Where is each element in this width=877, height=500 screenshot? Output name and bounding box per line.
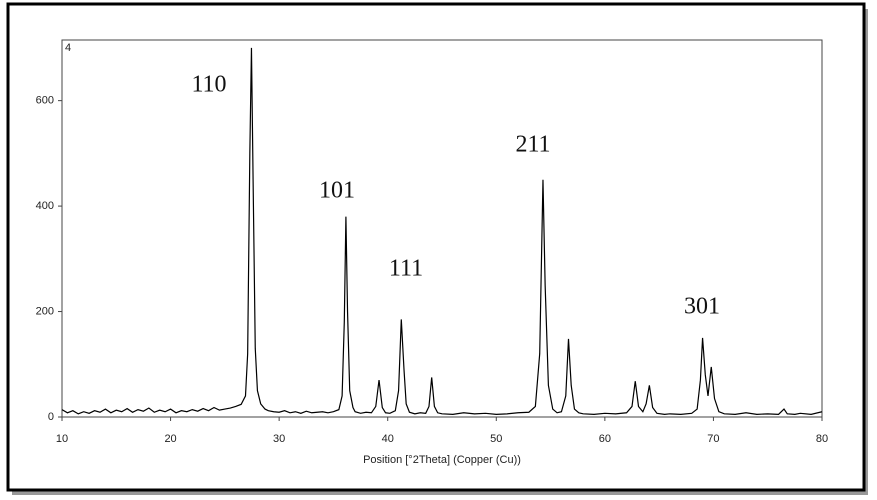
data-line bbox=[61, 47, 823, 415]
y-tick-label: 400 bbox=[36, 200, 54, 212]
peak-label: 111 bbox=[389, 256, 423, 282]
peak-label: 211 bbox=[515, 132, 550, 158]
x-tick-label: 30 bbox=[273, 433, 285, 445]
peak-label: 110 bbox=[191, 72, 226, 98]
x-tick-label: 50 bbox=[490, 433, 502, 445]
corner-label: 4 bbox=[65, 42, 71, 54]
y-tick-label: 600 bbox=[36, 95, 54, 107]
y-tick-label: 200 bbox=[36, 305, 54, 317]
plot-area bbox=[61, 39, 823, 418]
x-tick-label: 20 bbox=[164, 433, 176, 445]
peak-label: 101 bbox=[319, 178, 355, 204]
x-tick-label: 80 bbox=[816, 433, 828, 445]
y-tick-label: 0 bbox=[48, 411, 54, 423]
x-tick-label: 40 bbox=[382, 433, 394, 445]
x-axis-label: Position [°2Theta] (Copper (Cu)) bbox=[363, 454, 521, 466]
x-tick-label: 70 bbox=[707, 433, 719, 445]
peak-label: 301 bbox=[684, 294, 720, 320]
x-tick-label: 60 bbox=[599, 433, 611, 445]
x-tick-label: 10 bbox=[56, 433, 68, 445]
